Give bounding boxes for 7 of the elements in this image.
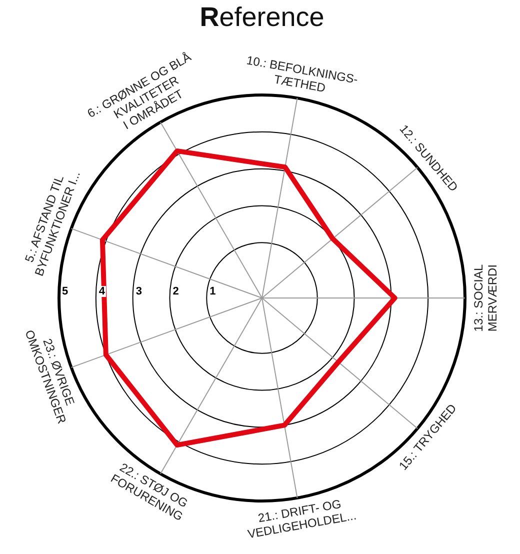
y-tick-label: 3: [136, 286, 142, 298]
chart-title: Reference: [198, 2, 326, 33]
y-tick-label: 4: [98, 286, 106, 298]
spoke-label: 13.: SOCIAL MERVÆRDI: [471, 264, 500, 332]
y-tick-label: 5: [62, 286, 68, 298]
y-tick-label: 2: [172, 286, 179, 298]
y-tick-label: 1: [210, 286, 216, 298]
